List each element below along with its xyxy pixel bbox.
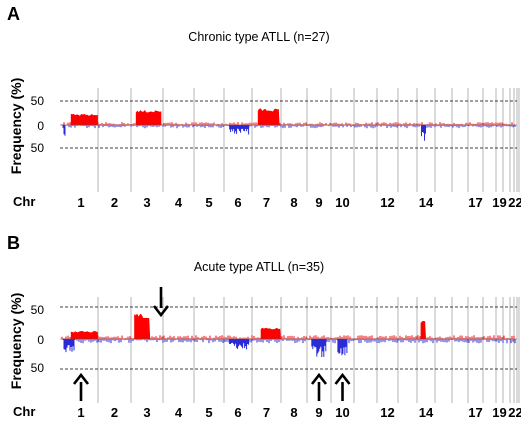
panel-b-plot: 1 2 3 4 5 6 7 8 9 10 12 14 17 19 22 bbox=[60, 287, 521, 420]
chromosome-label-5: 5 bbox=[205, 405, 212, 420]
chromosome-label-4: 4 bbox=[175, 405, 183, 420]
chromosome-label-7: 7 bbox=[263, 405, 270, 420]
chromosome-label-10: 10 bbox=[335, 405, 349, 420]
chromosome-label-17: 17 bbox=[468, 405, 482, 420]
gain-segment-chr-3 bbox=[134, 313, 151, 339]
chromosome-label-5: 5 bbox=[205, 195, 212, 210]
loss-segment-chr-1 bbox=[63, 339, 75, 353]
panel-a-plot: 1 2 3 4 5 6 7 8 9 10 12 14 17 19 22 bbox=[60, 88, 521, 210]
chromosome-label-22: 22 bbox=[508, 405, 521, 420]
panel-b-y-axis-label: Frequency (%) bbox=[8, 293, 24, 389]
loss-segment-chr-14 bbox=[421, 125, 426, 141]
panel-a: A Chronic type ATLL (n=27) Frequency (%)… bbox=[7, 4, 521, 210]
chromosome-label-2: 2 bbox=[111, 195, 118, 210]
chromosome-label-2: 2 bbox=[111, 405, 118, 420]
panel-a-ytick-bottom: 50 bbox=[31, 141, 45, 155]
loss-segment-chr-9 bbox=[311, 339, 327, 357]
chromosome-label-3: 3 bbox=[143, 405, 150, 420]
annotation-arrow-chr-1 bbox=[72, 372, 90, 401]
chromosome-label-8: 8 bbox=[290, 405, 297, 420]
annotation-arrow-chr-10 bbox=[334, 372, 351, 401]
chromosome-label-14: 14 bbox=[419, 405, 434, 420]
gain-segment-chr-14 bbox=[420, 321, 426, 339]
panel-b-title: Acute type ATLL (n=35) bbox=[194, 260, 324, 274]
loss-noise-bars bbox=[62, 339, 516, 344]
chromosome-label-6: 6 bbox=[234, 195, 241, 210]
loss-segment-chr-1 bbox=[63, 125, 66, 136]
panel-a-chr-prefix: Chr bbox=[13, 194, 35, 209]
chromosome-label-19: 19 bbox=[492, 405, 506, 420]
arrow-head bbox=[334, 372, 351, 385]
chromosome-label-1: 1 bbox=[77, 195, 84, 210]
panel-b: B Acute type ATLL (n=35) Frequency (%) 5… bbox=[7, 233, 521, 420]
panel-a-y-axis-label: Frequency (%) bbox=[8, 78, 24, 174]
gain-segment-chr-1 bbox=[70, 331, 98, 339]
loss-segment-chr-10 bbox=[337, 339, 348, 356]
chromosome-label-8: 8 bbox=[290, 195, 297, 210]
chromosome-label-7: 7 bbox=[263, 195, 270, 210]
chromosome-label-10: 10 bbox=[335, 195, 349, 210]
chromosome-label-14: 14 bbox=[419, 195, 434, 210]
chromosome-label-12: 12 bbox=[380, 195, 394, 210]
panel-a-ytick-top: 50 bbox=[31, 94, 45, 108]
loss-segment-chr-6 bbox=[229, 125, 250, 135]
chromosome-label-4: 4 bbox=[175, 195, 183, 210]
gain-noise-bars bbox=[61, 335, 515, 339]
chromosome-label-12: 12 bbox=[380, 405, 394, 420]
loss-segment-chr-6 bbox=[229, 339, 250, 350]
arrow-head bbox=[310, 372, 328, 385]
loss-noise-bars bbox=[62, 125, 516, 129]
annotation-arrow-chr-3 bbox=[152, 287, 170, 318]
panel-b-chr-prefix: Chr bbox=[13, 404, 35, 419]
chromosome-label-9: 9 bbox=[315, 195, 322, 210]
chromosome-label-17: 17 bbox=[468, 195, 482, 210]
panel-a-letter: A bbox=[7, 4, 20, 24]
gain-segment-chr-3 bbox=[135, 110, 162, 125]
chromosome-label-19: 19 bbox=[492, 195, 506, 210]
panel-a-title: Chronic type ATLL (n=27) bbox=[188, 30, 329, 44]
arrow-head bbox=[152, 305, 170, 318]
panel-b-ytick-top: 50 bbox=[31, 303, 45, 317]
chromosome-label-9: 9 bbox=[315, 405, 322, 420]
gain-segment-chr-1 bbox=[70, 114, 98, 125]
chromosome-label-22: 22 bbox=[508, 195, 521, 210]
panel-b-ytick-zero: 0 bbox=[37, 333, 44, 347]
chromosome-label-3: 3 bbox=[143, 195, 150, 210]
gain-noise-bars bbox=[61, 122, 515, 125]
gain-segment-chr-7 bbox=[260, 327, 281, 339]
chromosome-label-6: 6 bbox=[234, 405, 241, 420]
panel-b-letter: B bbox=[7, 233, 20, 253]
chromosome-label-1: 1 bbox=[77, 405, 84, 420]
panel-b-ytick-bottom: 50 bbox=[31, 361, 45, 375]
annotation-arrow-chr-9 bbox=[310, 372, 328, 401]
panel-a-ytick-zero: 0 bbox=[37, 119, 44, 133]
arrow-head bbox=[72, 372, 90, 385]
gain-segment-chr-7 bbox=[257, 108, 280, 125]
